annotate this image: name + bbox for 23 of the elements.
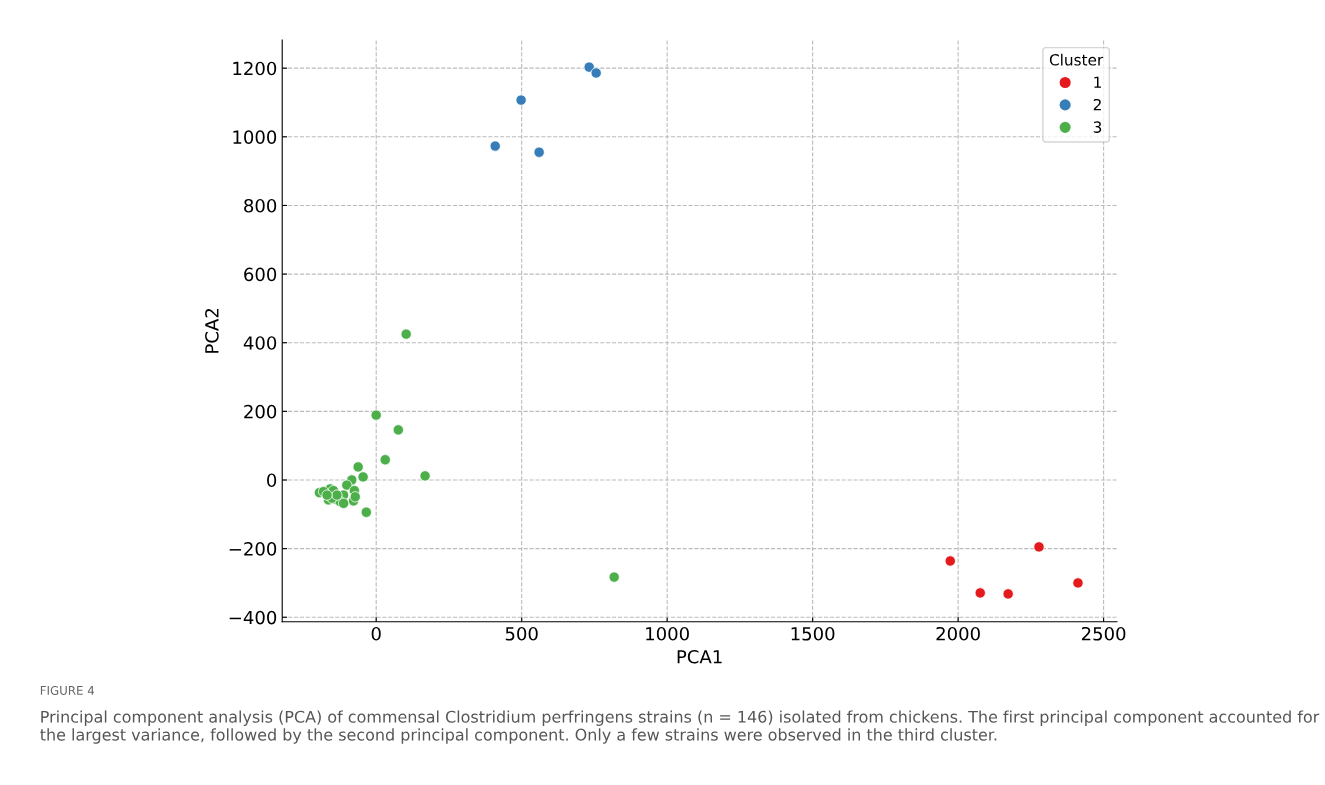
caption: FIGURE 4 (40, 685, 95, 695)
y-tick-label: 1000 (233, 130, 277, 144)
y-axis-title: PCA2 (205, 309, 219, 353)
x-tick-label: 500 (505, 626, 538, 641)
y-tick-label: 1200 (233, 61, 277, 76)
x-tick-label: 0 (371, 626, 381, 641)
y-tick-label: 800 (244, 198, 277, 213)
y-tick-label: 200 (244, 404, 277, 419)
y-tick-label: 400 (243, 336, 277, 350)
x-tick-label: 2000 (936, 626, 980, 641)
text: Principal component analysis (PCA) of commensal Clostridium perfringens strains (n = 146) isolated from chickens. The first principal component accounted for the largest variance, followed by the second principal component. Only a few strains were observed in the third cluster. (40, 710, 1320, 744)
y-tick-label: −400 (229, 610, 277, 625)
x-axis-title: PCA1 (677, 649, 722, 664)
y-tick-label: 0 (267, 473, 277, 488)
x-tick-label: 1500 (791, 626, 835, 641)
legend-title: Cluster (1049, 53, 1104, 66)
legend-label: 1 (1094, 76, 1101, 88)
y-tick-label: −200 (229, 542, 277, 556)
legend-label: 2 (1093, 98, 1101, 111)
x-tick-label: 1000 (646, 626, 689, 641)
legend-label: 3 (1093, 121, 1102, 133)
x-tick-label: 2500 (1081, 626, 1126, 641)
y-tick-label: 600 (244, 267, 277, 282)
